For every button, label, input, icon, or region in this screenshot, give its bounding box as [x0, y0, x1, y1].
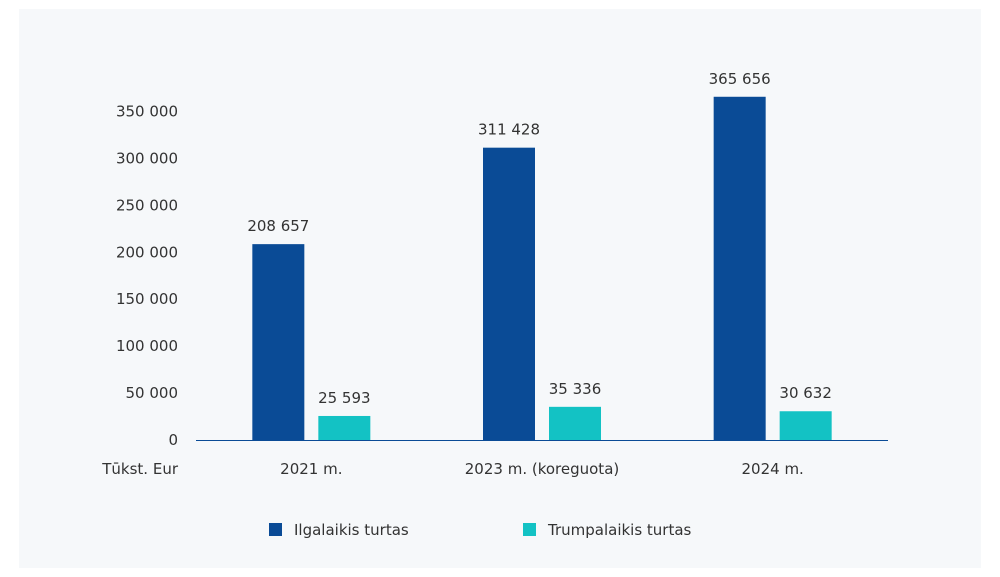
y-axis: 0 50 000 100 000 150 000 200 000 250 000 300 0…	[116, 102, 178, 449]
x-tick-label: 2023 m. (koreguota)	[465, 460, 619, 478]
data-label: 35 336	[549, 380, 602, 398]
y-tick-label: 150 000	[116, 290, 178, 308]
y-tick-label: 0	[168, 431, 178, 449]
bar-short-term	[318, 415, 371, 440]
y-tick-label: 250 000	[116, 196, 178, 214]
y-tick-label: 50 000	[126, 384, 179, 402]
x-tick-label: 2021 m.	[280, 460, 342, 478]
y-tick-label: 100 000	[116, 337, 178, 355]
legend-swatch	[523, 523, 536, 536]
y-tick-label: 350 000	[116, 102, 178, 120]
x-axis: 2021 m. 2023 m. (koreguota) 2024 m.	[280, 460, 804, 478]
bar-long-term	[252, 244, 305, 440]
legend-swatch	[269, 523, 282, 536]
bar-short-term	[779, 411, 832, 440]
legend-label: Trumpalaikis turtas	[547, 521, 692, 539]
data-label: 365 656	[709, 70, 771, 88]
bar-long-term	[483, 147, 535, 440]
bar-long-term	[713, 96, 766, 440]
data-labels: 208 657 25 593 311 428 35 336 365 656 30 632	[247, 70, 832, 407]
bars	[252, 96, 832, 440]
data-label: 25 593	[318, 389, 371, 407]
unit-label: Tūkst. Eur	[101, 460, 179, 478]
x-tick-label: 2024 m.	[742, 460, 804, 478]
data-label: 30 632	[779, 384, 832, 402]
bar-short-term	[549, 406, 601, 440]
data-label: 208 657	[247, 217, 309, 235]
legend-label: Ilgalaikis turtas	[294, 521, 409, 539]
y-tick-label: 300 000	[116, 149, 178, 167]
legend: Ilgalaikis turtas Trumpalaikis turtas	[269, 521, 692, 539]
data-label: 311 428	[478, 121, 540, 139]
y-tick-label: 200 000	[116, 243, 178, 261]
